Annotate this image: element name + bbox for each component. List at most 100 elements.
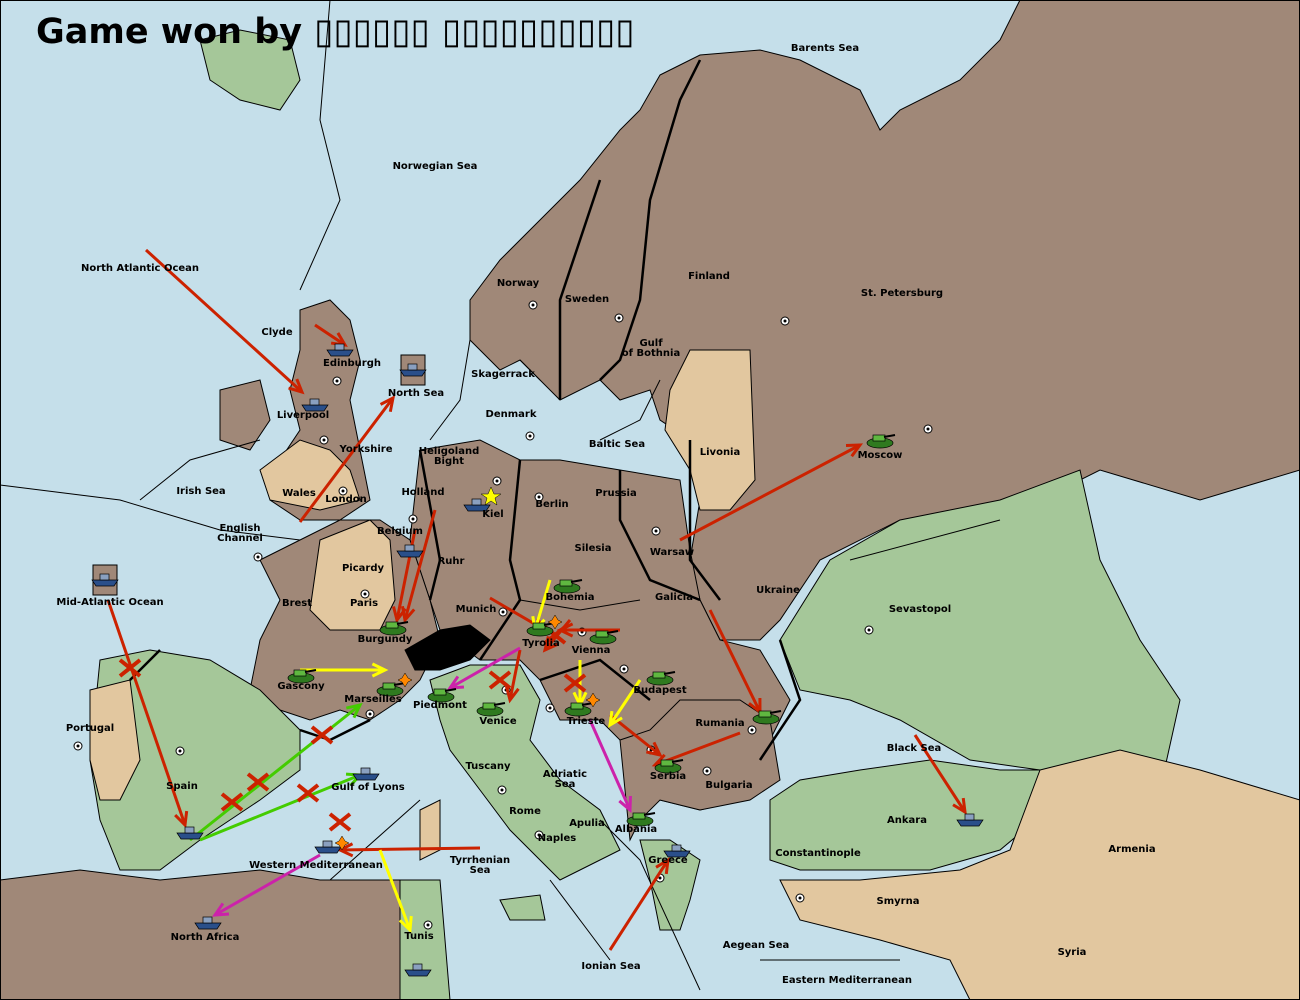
- move-order-arrow: [608, 857, 670, 951]
- territory-label-western-mediterranean: Western Mediterranean: [249, 860, 383, 871]
- army-unit-budapest[interactable]: [646, 671, 676, 686]
- land-livonia[interactable]: [664, 349, 756, 511]
- land-cyprus-crete-sardinia[interactable]: [419, 799, 441, 861]
- territory-label-st-petersburg: St. Petersburg: [861, 288, 943, 299]
- move-order-arrow: [913, 734, 967, 815]
- move-order-arrow: [336, 842, 481, 858]
- land-sevastopol-ukraine-green[interactable]: [779, 469, 1181, 791]
- fleet-unit-gulf-of-lyons[interactable]: [352, 767, 380, 781]
- territory-label-spain: Spain: [166, 781, 198, 792]
- army-unit-piedmont[interactable]: [427, 688, 457, 703]
- territory-label-tuscany: Tuscany: [465, 761, 511, 772]
- convoy-order-arrow: [608, 679, 642, 728]
- land-ireland[interactable]: [219, 379, 271, 451]
- ship-icon: [404, 969, 432, 977]
- supply-center-dot: [617, 316, 621, 320]
- army-unit-moscow[interactable]: [866, 434, 896, 449]
- fleet-unit-belgium[interactable]: [396, 544, 424, 558]
- failed-order-x-icon: [118, 658, 142, 678]
- territory-label-tyrolia: Tyrolia: [522, 638, 560, 649]
- land-wales-london[interactable]: [259, 439, 361, 511]
- supply-center-dot: [705, 769, 709, 773]
- territory-label-syria: Syria: [1058, 947, 1087, 958]
- land-armenia-syria-smyrna[interactable]: [779, 749, 1300, 1000]
- retreat-order-arrow: [447, 646, 521, 690]
- land-sicily[interactable]: [499, 894, 546, 921]
- ship-icon: [314, 846, 342, 854]
- army-unit-venice[interactable]: [476, 702, 506, 717]
- territory-label-belgium: Belgium: [377, 526, 423, 537]
- battle-burst-icon: [397, 672, 413, 688]
- supply-center-dot: [363, 592, 367, 596]
- territory-label-ionian-sea: Ionian Sea: [581, 961, 640, 972]
- territory-label-liverpool: Liverpool: [277, 410, 329, 421]
- fleet-unit-black-sea[interactable]: [956, 813, 984, 827]
- territory-label-ruhr: Ruhr: [438, 556, 465, 567]
- fleet-unit-liverpool[interactable]: [301, 398, 329, 412]
- power-border: [418, 449, 442, 601]
- territory-label-greece: Greece: [648, 855, 688, 866]
- army-unit-vienna[interactable]: [589, 630, 619, 645]
- army-unit-rumania[interactable]: [752, 710, 782, 725]
- land-italy[interactable]: [429, 664, 621, 881]
- power-border: [758, 639, 802, 761]
- fleet-unit-greece[interactable]: [663, 844, 691, 858]
- supply-center-dot: [622, 667, 626, 671]
- supply-center-dot: [926, 427, 930, 431]
- move-order-arrow: [298, 395, 396, 523]
- ship-icon: [91, 579, 119, 587]
- region-border: [849, 519, 1001, 561]
- supply-center-dot: [178, 749, 182, 753]
- retreat-order-arrow: [588, 719, 632, 814]
- territory-label-gulf-of-bothnia: Gulf of Bothnia: [622, 338, 680, 359]
- army-unit-burgundy[interactable]: [379, 621, 409, 636]
- fleet-unit-spain[interactable]: [176, 826, 204, 840]
- supply-center-dot: [783, 319, 787, 323]
- power-border: [599, 59, 702, 381]
- supply-center-dot: [500, 788, 504, 792]
- supply-center-dot: [411, 517, 415, 521]
- land-switzerland[interactable]: [404, 624, 491, 671]
- fleet-unit-tunis[interactable]: [404, 963, 432, 977]
- move-order-arrow: [679, 443, 864, 542]
- fleet-unit-north-africa[interactable]: [194, 916, 222, 930]
- game-result-title: Game won by ▯▯▯▯▯▯ ▯▯▯▯▯▯▯▯▯▯: [36, 12, 635, 52]
- territory-label-barents-sea: Barents Sea: [791, 43, 859, 54]
- territory-label-north-africa: North Africa: [171, 932, 240, 943]
- territory-label-livonia: Livonia: [700, 447, 740, 458]
- fleet-unit-mid-atlantic-ocean[interactable]: [91, 564, 119, 596]
- power-border: [539, 658, 651, 701]
- fleet-unit-western-mediterranean[interactable]: [314, 840, 342, 854]
- army-unit-gascony[interactable]: [287, 669, 317, 684]
- fleet-unit-kiel[interactable]: [463, 498, 491, 512]
- territory-label-holland: Holland: [401, 487, 444, 498]
- territory-label-rome: Rome: [509, 806, 541, 817]
- fleet-unit-edinburgh[interactable]: [326, 343, 354, 357]
- territory-label-rumania: Rumania: [695, 718, 744, 729]
- land-north-africa[interactable]: [0, 869, 401, 1000]
- territory-label-kiel: Kiel: [482, 509, 503, 520]
- land-greece[interactable]: [639, 839, 701, 931]
- fleet-unit-north-sea[interactable]: [399, 354, 427, 386]
- region-border: [429, 339, 471, 441]
- territory-label-marseilles: Marseilles: [344, 694, 401, 705]
- failed-order-x-icon: [310, 725, 334, 745]
- land-picardy-paris[interactable]: [309, 519, 396, 631]
- ship-icon: [956, 819, 984, 827]
- ship-icon: [352, 773, 380, 781]
- land-iceland[interactable]: [199, 29, 301, 111]
- battle-burst-icon: [585, 692, 601, 708]
- territory-label-piedmont: Piedmont: [413, 700, 467, 711]
- territory-label-gascony: Gascony: [277, 681, 325, 692]
- territory-label-galicia: Galicia: [655, 592, 693, 603]
- failed-order-x-icon: [246, 772, 270, 792]
- battle-burst-icon: [334, 835, 350, 851]
- army-unit-serbia[interactable]: [654, 759, 684, 774]
- territory-label-adriatic-sea: Adriatic Sea: [543, 769, 587, 790]
- territory-label-brest: Brest: [282, 598, 312, 609]
- territory-label-clyde: Clyde: [261, 327, 292, 338]
- army-unit-bohemia[interactable]: [553, 579, 583, 594]
- army-unit-albania[interactable]: [626, 812, 656, 827]
- supply-center-dot: [798, 896, 802, 900]
